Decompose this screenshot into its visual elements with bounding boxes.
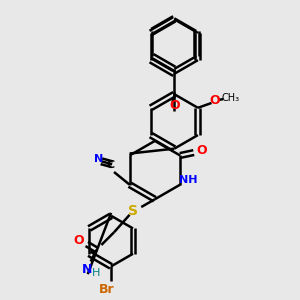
Text: Br: Br xyxy=(98,283,114,296)
Text: O: O xyxy=(209,94,220,106)
Text: O: O xyxy=(169,99,180,112)
Text: O: O xyxy=(74,234,84,247)
Text: CH₃: CH₃ xyxy=(222,93,240,103)
Text: NH: NH xyxy=(179,175,197,185)
Text: S: S xyxy=(128,204,139,218)
Text: H: H xyxy=(92,268,101,278)
Text: C: C xyxy=(106,160,114,170)
Text: N: N xyxy=(82,263,92,276)
Text: N: N xyxy=(94,154,103,164)
Text: O: O xyxy=(196,144,207,157)
